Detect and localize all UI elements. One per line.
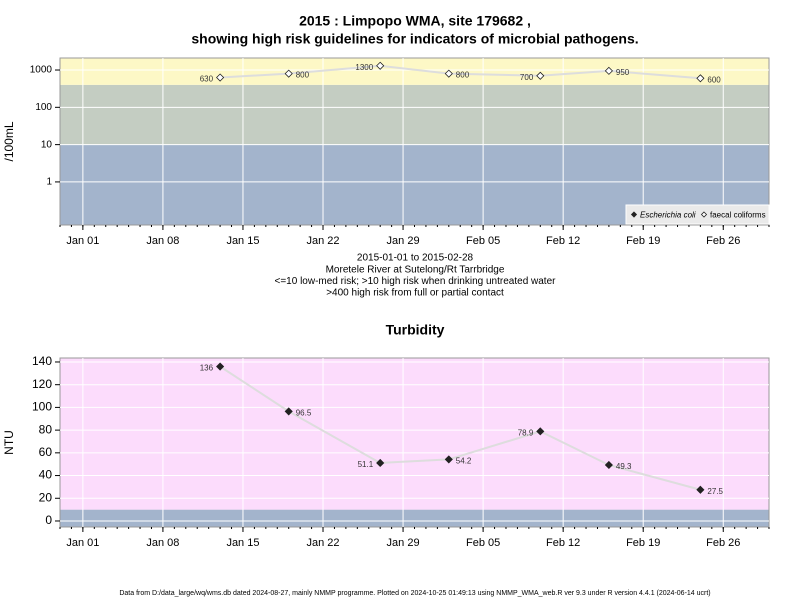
data-point [444, 69, 453, 78]
data-point [376, 458, 385, 468]
x-tick-label: Feb 26 [706, 537, 740, 549]
footer: Data from D:/data_large/wq/wms.db dated … [119, 590, 710, 597]
data-point [696, 74, 705, 83]
x-tick-label: Feb 12 [546, 537, 580, 549]
x-tick-label: Jan 01 [66, 537, 99, 549]
y-tick-label: 80 [39, 422, 53, 436]
x-tick-label: Feb 26 [706, 235, 740, 247]
y-tick-label: 10 [41, 139, 53, 150]
risk-band [60, 58, 769, 85]
x-tick-label: Feb 19 [626, 235, 660, 247]
data-label: 1300 [355, 63, 373, 72]
data-point [284, 407, 293, 416]
data-point [444, 455, 453, 464]
data-label: 800 [296, 71, 310, 80]
y-tick-label: 120 [32, 377, 52, 391]
data-label: 54.2 [456, 457, 472, 466]
risk-band [60, 84, 769, 145]
x-tick-label: Jan 22 [307, 537, 340, 549]
data-point [284, 69, 293, 78]
legend-box [625, 204, 770, 225]
caption: 2015-01-01 to 2015-02-28 [357, 253, 474, 264]
data-label: 136 [200, 364, 214, 373]
chart-title: 2015 : Limpopo WMA, site 179682 , [299, 13, 531, 29]
data-point [216, 362, 225, 371]
x-tick-label: Jan 15 [226, 537, 259, 549]
data-label: 700 [520, 73, 534, 82]
legend-marker [700, 211, 708, 218]
data-label: 600 [707, 75, 721, 84]
x-tick-label: Jan 08 [146, 537, 179, 549]
x-tick-label: Feb 05 [466, 537, 500, 549]
y-tick-label: 100 [35, 102, 52, 113]
caption: >400 high risk from full or partial cont… [326, 288, 504, 299]
x-tick-label: Jan 08 [146, 235, 179, 247]
y-tick-label: 140 [32, 354, 52, 368]
data-point [216, 73, 225, 82]
x-tick-label: Jan 01 [66, 235, 99, 247]
legend-label: Escherichia coli [640, 211, 696, 220]
y-tick-label: 1000 [30, 65, 53, 76]
data-point [536, 427, 545, 436]
y-tick-label: 20 [39, 490, 53, 504]
data-label: 800 [456, 71, 470, 80]
x-tick-label: Jan 29 [387, 537, 420, 549]
y-tick-label: 60 [39, 445, 53, 459]
data-point [696, 485, 705, 494]
data-label: 96.5 [296, 408, 312, 417]
x-tick-label: Jan 22 [307, 235, 340, 247]
y-axis-label: NTU [2, 430, 16, 455]
chart-title: showing high risk guidelines for indicat… [191, 31, 638, 47]
legend-marker [630, 211, 638, 218]
data-label: 49.3 [616, 462, 632, 471]
data-point [604, 460, 613, 470]
data-label: 630 [200, 75, 214, 84]
data-label: 78.9 [518, 428, 534, 437]
y-tick-label: 1 [46, 177, 52, 188]
legend-label: faecal coliforms [710, 211, 766, 220]
chart-title: Turbidity [386, 322, 445, 338]
caption: <=10 low-med risk; >10 high risk when dr… [275, 276, 557, 287]
x-tick-label: Feb 12 [546, 235, 580, 247]
caption: Moretele River at Sutelong/Rt Tarrbridge [326, 264, 505, 275]
y-tick-label: 40 [39, 468, 53, 482]
y-axis-label: /100mL [2, 121, 16, 161]
data-label: 27.5 [707, 487, 723, 496]
x-tick-label: Feb 19 [626, 537, 660, 549]
x-tick-label: Feb 05 [466, 235, 500, 247]
x-tick-label: Jan 29 [387, 235, 420, 247]
data-point [604, 66, 613, 75]
y-tick-label: 0 [45, 513, 52, 527]
risk-band [60, 358, 769, 510]
data-point [376, 61, 385, 70]
data-point [536, 71, 545, 80]
data-label: 950 [616, 68, 630, 77]
x-tick-label: Jan 15 [226, 235, 259, 247]
data-label: 51.1 [358, 460, 374, 469]
y-tick-label: 100 [32, 400, 52, 414]
risk-band [60, 509, 769, 527]
